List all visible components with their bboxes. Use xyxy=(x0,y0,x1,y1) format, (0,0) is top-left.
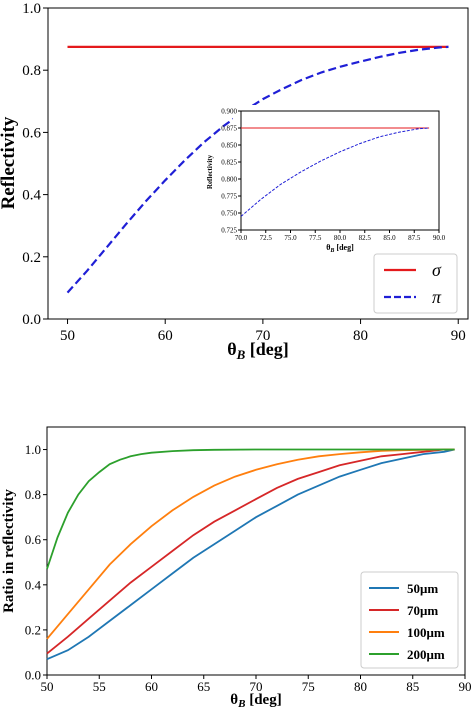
bottom-x-tick-label-0: 50 xyxy=(41,679,54,694)
bottom-x-tick-label-2: 60 xyxy=(145,679,158,694)
inset-x-tick-label-1: 72.5 xyxy=(260,234,273,242)
bottom-x-tick-label-8: 90 xyxy=(459,679,472,694)
inset-x-tick-label-5: 82.5 xyxy=(359,234,372,242)
top-legend-label-0: σ xyxy=(432,260,442,280)
inset-y-tick-label-0: 0.725 xyxy=(221,227,237,235)
bottom-legend-label-2: 100μm xyxy=(407,625,445,640)
bottom-x-tick-label-1: 55 xyxy=(93,679,106,694)
bottom-series-line-1 xyxy=(46,448,455,655)
bottom-x-tick-label-7: 85 xyxy=(406,679,419,694)
top-y-tick-label-1: 0.2 xyxy=(22,250,41,266)
bottom-legend-label-0: 50μm xyxy=(407,581,438,596)
bottom-y-tick-label-3: 0.6 xyxy=(25,532,42,547)
bottom-y-axis-label: Ratio in reflectivity xyxy=(1,489,17,613)
inset-y-axis-label: Reflectivity xyxy=(206,154,214,189)
top-legend-label-1: π xyxy=(432,287,442,307)
inset-x-tick-label-3: 77.5 xyxy=(309,234,322,242)
inset-x-tick-label-2: 75.0 xyxy=(284,234,297,242)
top-y-tick-label-5: 1.0 xyxy=(22,1,41,17)
top-series-line-pi xyxy=(66,45,449,294)
top-y-tick-label-3: 0.6 xyxy=(22,125,41,141)
reflectivity-chart: 50 60 70 80 90 0.0 0.2 0.4 0.6 0.8 1.0 Reflectivi… xyxy=(0,1,469,362)
bottom-x-tick-label-3: 65 xyxy=(197,679,210,694)
bottom-legend-label-3: 200μm xyxy=(407,647,445,662)
inset-y-tick-label-5: 0.850 xyxy=(221,142,237,150)
ratio-chart: 50 55 60 65 70 75 80 85 90 0.0 0.2 0.4 0.6 0.8 1.0 Ra… xyxy=(1,426,472,707)
inset-y-tick-label-6: 0.875 xyxy=(221,125,237,133)
bottom-y-tick-label-4: 0.8 xyxy=(25,487,41,502)
top-legend: σπ xyxy=(373,253,458,314)
inset-x-tick-label-0: 70.0 xyxy=(235,234,248,242)
bottom-series-line-0 xyxy=(46,448,455,661)
bottom-legend-label-1: 70μm xyxy=(407,603,438,618)
inset-x-tick-label-8: 90.0 xyxy=(433,234,446,242)
bottom-y-tick-label-5: 1.0 xyxy=(25,442,41,457)
top-legend-box xyxy=(373,253,458,314)
top-y-tick-label-0: 0.0 xyxy=(22,312,41,328)
top-x-tick-label-4: 90 xyxy=(451,328,466,344)
top-y-tick-label-2: 0.4 xyxy=(22,188,41,204)
bottom-x-tick-label-4: 70 xyxy=(250,679,263,694)
inset-y-tick-label-3: 0.800 xyxy=(221,176,237,184)
bottom-x-tick-label-6: 80 xyxy=(354,679,367,694)
inset-x-tick-label-7: 87.5 xyxy=(408,234,421,242)
inset-y-tick-label-7: 0.900 xyxy=(221,108,237,116)
bottom-series-line-2 xyxy=(46,448,455,640)
inset-y-tick-label-2: 0.775 xyxy=(221,193,237,201)
bottom-y-tick-label-0: 0.0 xyxy=(25,668,41,683)
bottom-legend: 50μm 70μm 100μm 200μm xyxy=(360,571,459,669)
top-x-axis-label: θB [deg] xyxy=(227,339,289,362)
inset-background xyxy=(233,105,454,269)
bottom-x-axis-label: θB [deg] xyxy=(230,692,281,707)
top-x-tick-label-2: 70 xyxy=(255,328,270,344)
bottom-y-tick-label-2: 0.4 xyxy=(25,577,42,592)
bottom-x-tick-label-5: 75 xyxy=(302,679,315,694)
inset-x-tick-label-6: 85.0 xyxy=(383,234,396,242)
top-plot-frame xyxy=(47,7,469,320)
top-x-tick-label-1: 60 xyxy=(158,328,173,344)
top-x-tick-label-0: 50 xyxy=(60,328,75,344)
inset-x-axis-label: θB [deg] xyxy=(326,243,354,254)
bottom-series-line-3 xyxy=(46,448,455,570)
inset-y-tick-label-4: 0.825 xyxy=(221,159,237,167)
bottom-y-tick-label-1: 0.2 xyxy=(25,622,41,637)
top-y-tick-label-4: 0.8 xyxy=(22,63,41,79)
inset-x-tick-label-4: 80.0 xyxy=(334,234,347,242)
top-y-axis-label: Reflectivity xyxy=(0,116,19,209)
inset-chart: 70.0 72.5 75.0 77.5 80.0 82.5 85.0 87.5 90.0 0.7… xyxy=(206,105,454,269)
inset-y-tick-label-1: 0.750 xyxy=(221,210,237,218)
inset-series-line-pi xyxy=(240,127,430,217)
top-x-tick-label-3: 80 xyxy=(353,328,368,344)
bottom-legend-box xyxy=(360,571,459,669)
